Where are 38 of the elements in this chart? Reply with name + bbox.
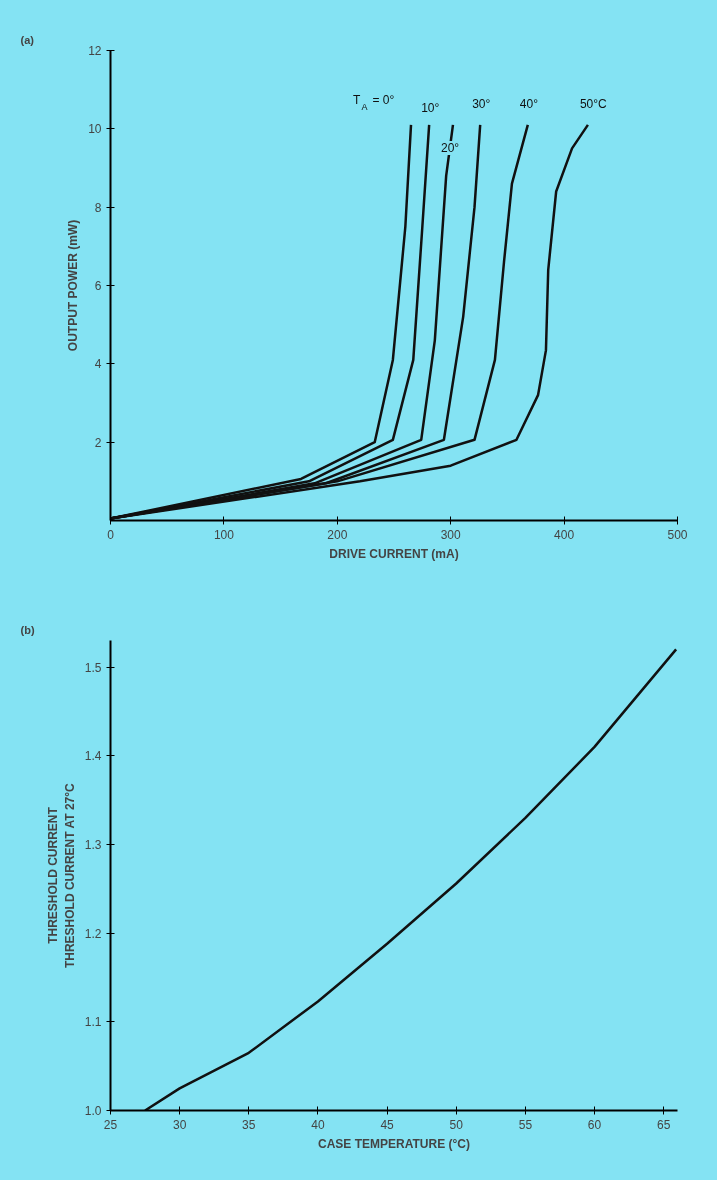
- series-label: 50°C: [579, 96, 608, 111]
- x-tick-label: 25: [103, 1117, 118, 1132]
- x-tick-label: 400: [554, 527, 575, 542]
- x-tick-label: 55: [518, 1117, 533, 1132]
- x-tick-label: 35: [242, 1117, 256, 1132]
- x-tick-label: 65: [657, 1117, 671, 1132]
- chart-title: (b): [20, 623, 35, 636]
- chart-title: (a): [20, 33, 35, 46]
- x-tick-label: 500: [667, 527, 688, 542]
- y-tick-label: 8: [94, 200, 102, 215]
- x-tick-label: 100: [213, 527, 235, 542]
- x-axis-title: CASE TEMPERATURE (°C): [318, 1136, 470, 1151]
- x-tick-label: 60: [587, 1117, 602, 1132]
- y-tick-label: 1.3: [84, 837, 102, 852]
- y-tick-label: 1.2: [84, 926, 102, 941]
- y-tick-label: 12: [88, 44, 102, 58]
- y-axis-title: THRESHOLD CURRENT THRESHOLD CURRENT AT 27°C: [46, 782, 77, 969]
- series-label: 20°: [440, 140, 460, 155]
- y-tick-label: 1.0: [84, 1104, 102, 1118]
- x-tick-label: 0: [107, 527, 115, 542]
- y-axis-title: OUTPUT POWER (mW): [66, 219, 81, 352]
- x-tick-label: 300: [440, 527, 462, 542]
- x-tick-label: 200: [327, 527, 348, 542]
- x-tick-label: 40: [311, 1117, 325, 1132]
- x-tick-label: 30: [172, 1117, 187, 1132]
- y-tick-label: 1.1: [84, 1015, 102, 1030]
- x-tick-label: 45: [380, 1117, 395, 1132]
- x-axis-title: DRIVE CURRENT (mA): [329, 546, 459, 561]
- y-tick-label: 1.5: [84, 660, 102, 675]
- series-label: 40°: [519, 96, 539, 111]
- y-tick-label: 10: [88, 122, 102, 137]
- x-tick-label: 50: [449, 1117, 464, 1132]
- y-tick-label: 2: [94, 435, 102, 450]
- y-tick-label: 1.4: [84, 749, 102, 764]
- series-label: 10°: [421, 100, 440, 115]
- y-tick-label: 6: [94, 279, 102, 293]
- series-label: 30°: [472, 96, 491, 111]
- y-tick-label: 4: [94, 357, 102, 372]
